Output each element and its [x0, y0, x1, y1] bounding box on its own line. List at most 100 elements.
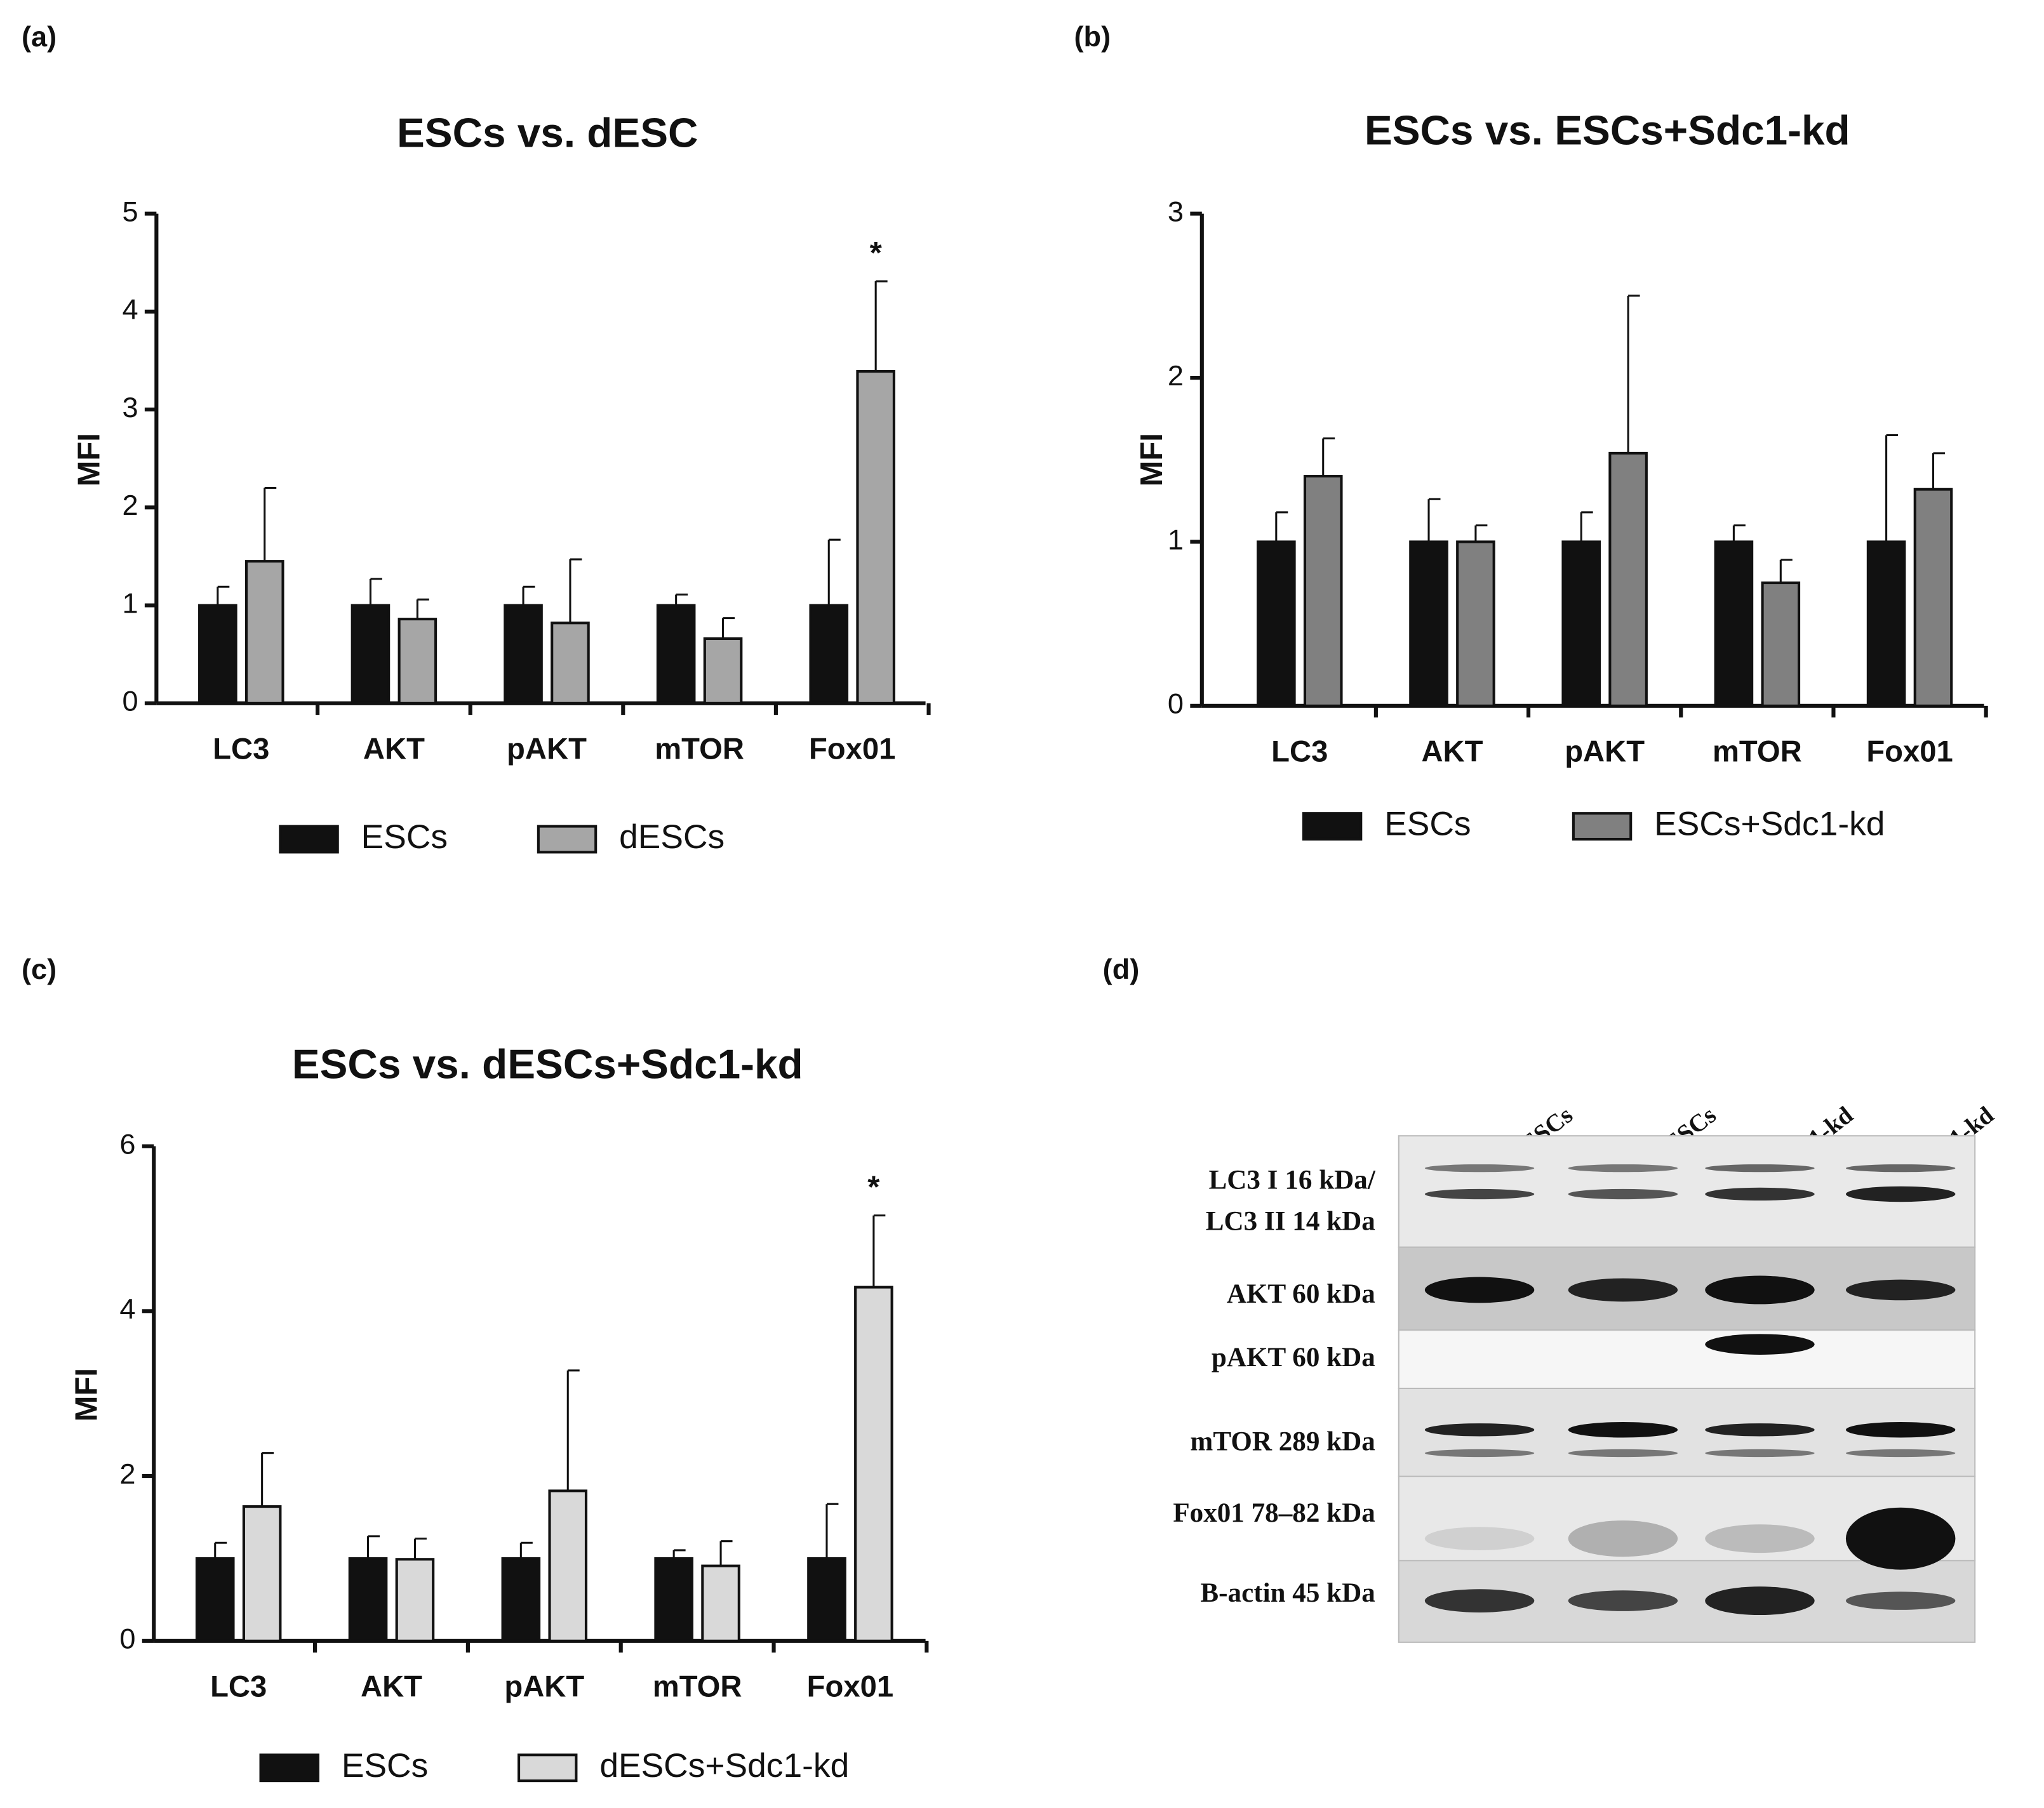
x-tick-label: pAKT [507, 732, 587, 766]
y-tick-label: 6 [119, 1127, 135, 1160]
bar [501, 1557, 541, 1642]
significance-marker: * [870, 236, 883, 270]
blot-band [1705, 1164, 1815, 1173]
x-tick-label: mTOR [653, 1670, 742, 1703]
blot-band [1845, 1186, 1956, 1202]
x-tick-label: LC3 [213, 732, 269, 766]
bar [1714, 540, 1754, 707]
blot-band [1424, 1589, 1535, 1612]
band-label: LC3 I 16 kDa/ [1209, 1166, 1376, 1195]
bar [244, 560, 284, 705]
legend-label: dESCs+Sdc1-kd [599, 1747, 849, 1785]
bar [809, 604, 849, 705]
y-tick-label: 3 [122, 391, 138, 423]
panel-label: (a) [22, 20, 57, 53]
bar [807, 1557, 846, 1642]
legend-label: ESCs+Sdc1-kd [1654, 806, 1885, 843]
blot-band [1705, 1275, 1815, 1305]
x-tick-label: AKT [1421, 734, 1483, 768]
x-tick-label: Fox01 [1866, 734, 1953, 768]
blot-band [1705, 1524, 1815, 1553]
panel-label: (c) [22, 953, 57, 985]
bar-chart: (b) ESCs vs. ESCs+Sdc1-kd MFI 0 1 2 3 LC3 AKT pAK… [1074, 20, 1988, 843]
blot-band [1424, 1277, 1535, 1303]
blot-band [1845, 1164, 1956, 1173]
band-label: AKT 60 kDa [1227, 1279, 1375, 1309]
bar [1913, 488, 1953, 707]
y-axis-label: MFI [72, 433, 107, 486]
bar [397, 618, 438, 705]
panel-label: (d) [1103, 953, 1140, 985]
blot-band [1845, 1507, 1956, 1570]
bar [1456, 540, 1495, 707]
y-tick-label: 1 [1168, 523, 1184, 555]
bar [701, 1564, 740, 1642]
x-tick-label: mTOR [655, 732, 744, 766]
band-label: Fox01 78–82 kDa [1173, 1498, 1375, 1528]
y-axis-label: MFI [69, 1368, 104, 1421]
blot-band [1705, 1586, 1815, 1616]
x-tick-label: mTOR [1713, 734, 1802, 768]
x-tick-label: AKT [363, 732, 425, 766]
bar [854, 1286, 893, 1642]
blot-band [1568, 1422, 1678, 1438]
blot-band [1705, 1334, 1815, 1355]
legend-label: dESCs [619, 818, 725, 856]
bar [348, 1557, 388, 1642]
bar [548, 1489, 588, 1642]
blot-band [1705, 1187, 1815, 1201]
bar [198, 604, 237, 705]
y-tick-label: 1 [122, 587, 138, 620]
y-tick-label: 4 [119, 1293, 135, 1325]
bar [1409, 540, 1448, 707]
legend-label: ESCs [342, 1747, 428, 1785]
legend-swatch [518, 1753, 578, 1783]
bar [654, 1557, 693, 1642]
bar [551, 622, 590, 705]
blot-band [1424, 1449, 1535, 1458]
bar [1761, 582, 1801, 707]
y-tick-label: 4 [122, 293, 138, 326]
y-axis-label: MFI [1135, 433, 1169, 486]
x-tick-label: Fox01 [807, 1670, 893, 1703]
y-tick-label: 2 [122, 489, 138, 521]
blot-band [1845, 1279, 1956, 1301]
blot-band [1568, 1449, 1678, 1458]
blot-band [1705, 1423, 1815, 1437]
y-tick-label: 0 [1168, 688, 1184, 720]
bar [504, 604, 543, 705]
bar-chart: (c) ESCs vs. dESCs+Sdc1-kd MFI 0 2 4 6 LC3 AKT pA… [22, 953, 929, 1785]
chart-title: ESCs vs. ESCs+Sdc1-kd [1365, 107, 1850, 154]
chart-title: ESCs vs. dESCs+Sdc1-kd [292, 1040, 803, 1087]
y-tick-label: 0 [122, 685, 138, 717]
x-tick-label: pAKT [504, 1670, 584, 1703]
band-label: LC3 II 14 kDa [1206, 1207, 1375, 1237]
bar [703, 637, 743, 705]
y-tick-label: 2 [1168, 359, 1184, 392]
legend-swatch [537, 825, 598, 854]
bar [656, 604, 696, 705]
bar-chart: (a) ESCs vs. dESC MFI 0 1 2 3 4 5 LC3 AKT pAKT mTOR F… [22, 20, 931, 856]
bar [1608, 451, 1648, 707]
bar [395, 1558, 435, 1642]
bar [1561, 540, 1601, 707]
legend-swatch [1302, 812, 1363, 841]
blot-band [1424, 1188, 1535, 1200]
y-tick-label: 5 [122, 196, 138, 228]
legend-label: ESCs [361, 818, 448, 856]
bar [195, 1557, 235, 1642]
blot-band [1424, 1527, 1535, 1551]
y-tick-label: 3 [1168, 196, 1184, 228]
blot-band [1424, 1164, 1535, 1173]
western-blot: (d)ESCsdESCsESCs+Sdc1-kddESCs+Sdc1-kdLC3… [1103, 953, 1999, 1643]
blot-band [1568, 1164, 1678, 1173]
bar [1303, 475, 1343, 707]
band-label: B-actin 45 kDa [1200, 1578, 1375, 1608]
x-tick-label: LC3 [1271, 734, 1328, 768]
y-tick-label: 2 [119, 1458, 135, 1490]
bar [351, 604, 391, 705]
bar [856, 369, 895, 705]
legend-swatch [279, 825, 339, 854]
